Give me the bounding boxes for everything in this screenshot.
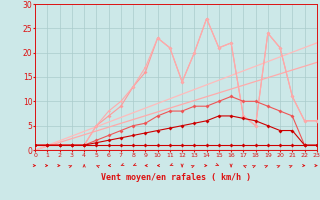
X-axis label: Vent moyen/en rafales ( km/h ): Vent moyen/en rafales ( km/h ) [101, 173, 251, 182]
